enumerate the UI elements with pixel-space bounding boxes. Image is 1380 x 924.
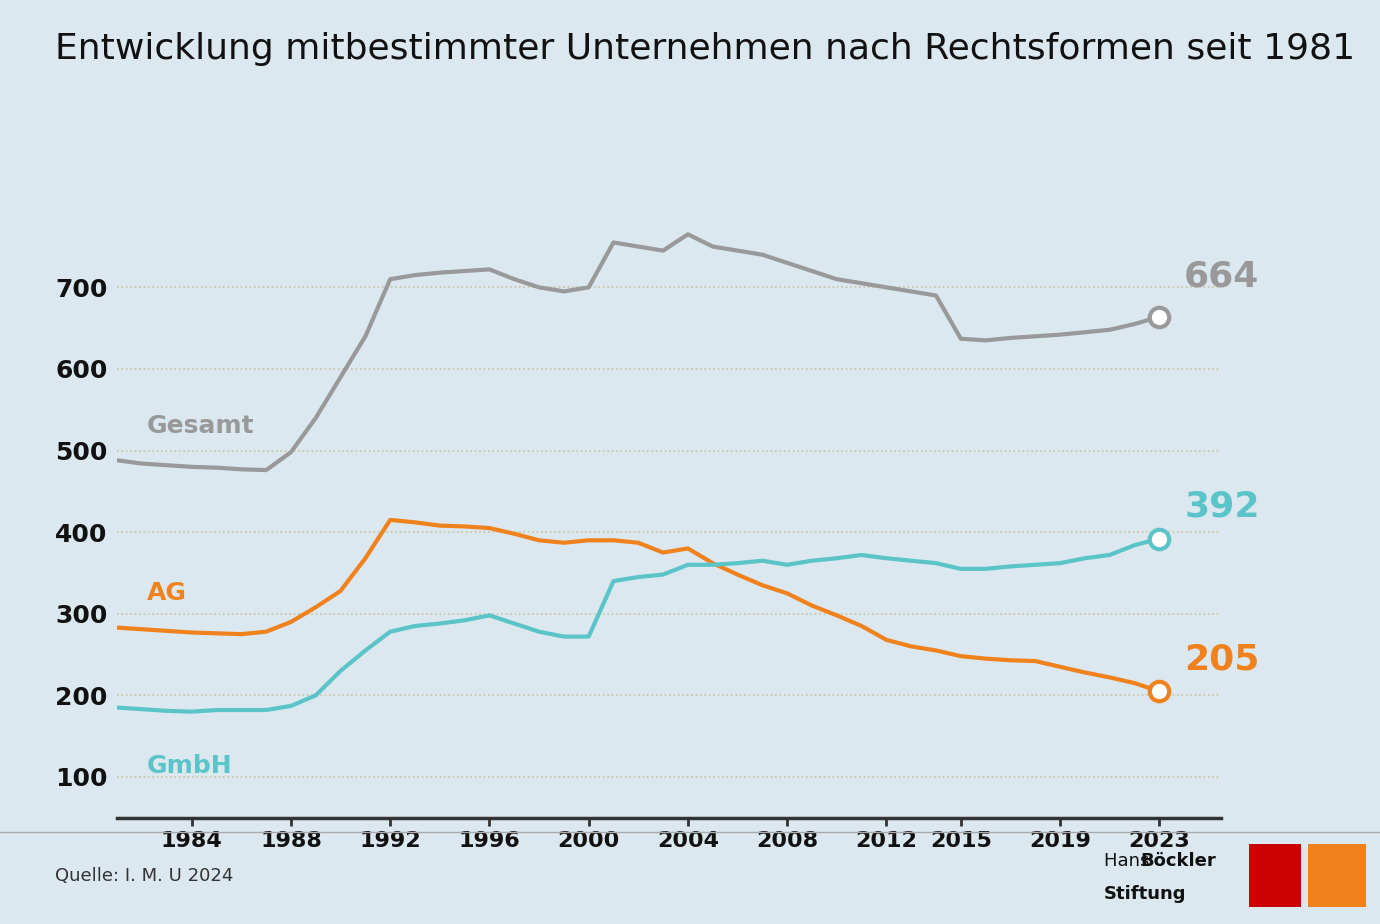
Text: Gesamt: Gesamt [148,414,255,438]
Text: 205: 205 [1184,642,1260,676]
Text: 664: 664 [1184,260,1260,294]
Bar [1249,845,1300,906]
Text: Hans: Hans [1104,852,1155,870]
Text: AG: AG [148,581,188,605]
Text: Stiftung: Stiftung [1104,885,1187,904]
Text: Quelle: I. M. U 2024: Quelle: I. M. U 2024 [55,867,233,885]
Text: GmbH: GmbH [148,754,233,778]
Text: Entwicklung mitbestimmter Unternehmen nach Rechtsformen seit 1981: Entwicklung mitbestimmter Unternehmen na… [55,32,1355,67]
Bar [1308,845,1366,906]
Text: Böckler: Böckler [1140,852,1216,870]
Text: 392: 392 [1184,490,1260,524]
